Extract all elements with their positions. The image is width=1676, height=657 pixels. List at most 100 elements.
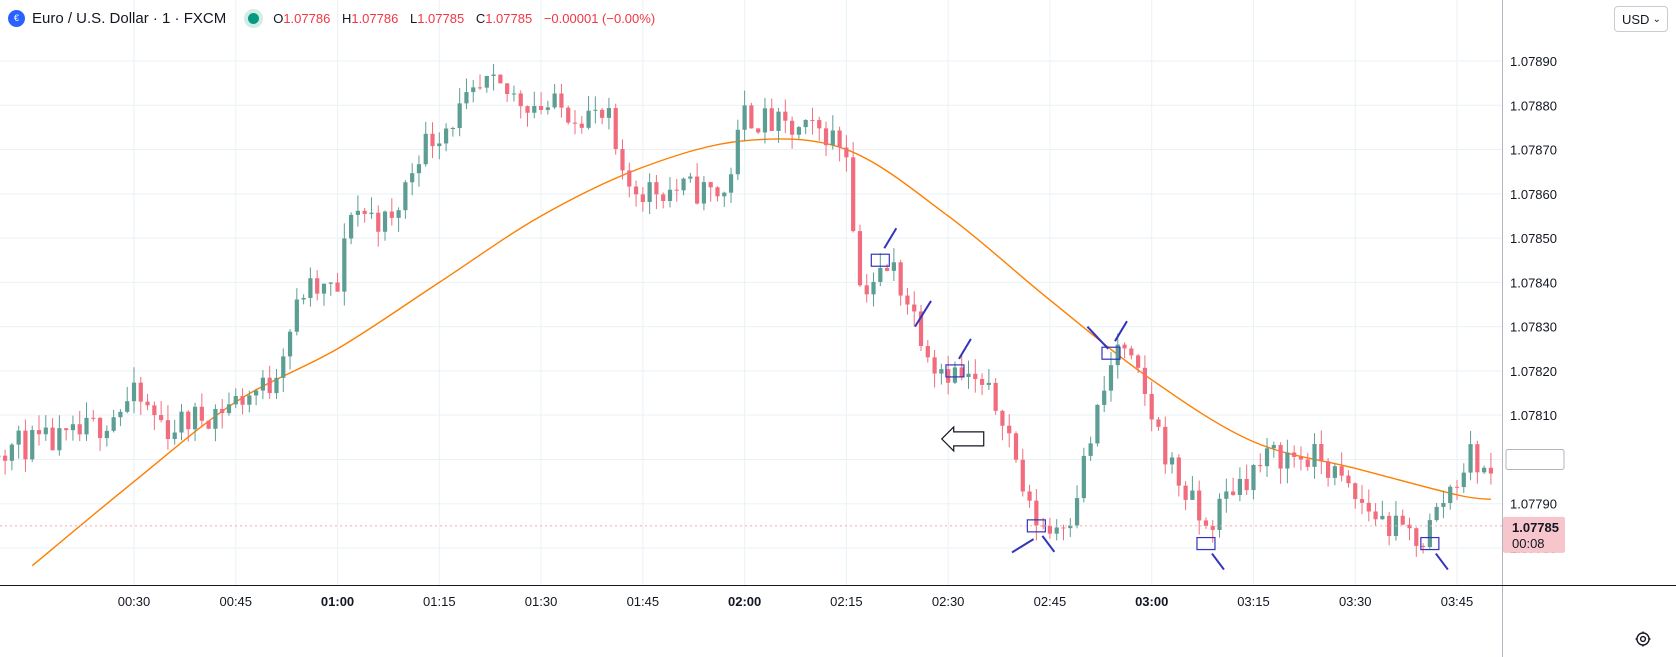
candle-body (1468, 444, 1473, 473)
candle-body (301, 297, 306, 300)
candle-body (959, 367, 964, 377)
candle-body (1251, 465, 1256, 491)
candle-body (220, 408, 225, 414)
candle-body (851, 157, 856, 232)
candle-body (1136, 355, 1141, 368)
chart-settings-button[interactable] (1632, 628, 1654, 650)
candle-body (355, 210, 360, 215)
candle-body (654, 182, 659, 195)
bar-countdown: 00:08 (1512, 536, 1545, 551)
candle-body (1203, 520, 1209, 527)
candle-body (1149, 393, 1154, 420)
y-tick-label: 1.07840 (1510, 275, 1557, 290)
candle-body (898, 262, 903, 296)
candle-body (966, 373, 971, 377)
candle-body (457, 103, 462, 129)
candle-body (566, 107, 571, 123)
candle-body (1244, 478, 1249, 491)
symbol-title[interactable]: Euro / U.S. Dollar · 1 · FXCM (32, 9, 227, 27)
currency-select[interactable]: USD ⌄ (1614, 6, 1668, 32)
annotation-stroke (1041, 535, 1056, 553)
candle-body (294, 299, 299, 332)
x-tick-label: 03:45 (1441, 594, 1474, 609)
candle-body (932, 357, 937, 374)
candle-body (708, 182, 713, 188)
candle-body (423, 133, 428, 165)
symbol-legend: € Euro / U.S. Dollar · 1 · FXCM O1.07786… (8, 7, 655, 29)
candle-body (925, 345, 930, 358)
candle-body (477, 87, 483, 89)
candle-body (613, 108, 618, 150)
candle-body (30, 430, 35, 460)
candle-body (491, 74, 496, 76)
candle-body (823, 128, 829, 146)
candle-body (1224, 491, 1229, 499)
candle-body (674, 189, 679, 191)
candle-body (939, 369, 944, 374)
candle-body (1264, 448, 1270, 467)
candle-body (145, 401, 150, 406)
candle-body (946, 369, 951, 383)
candle-body (1054, 527, 1059, 534)
candle-body (125, 401, 130, 412)
candle-body (464, 92, 469, 104)
candle-body (1041, 525, 1046, 527)
price-level-label-box (1505, 448, 1565, 470)
x-tick-label: 01:45 (627, 594, 660, 609)
candle-body (620, 149, 625, 171)
candle-body (1115, 344, 1120, 366)
candle-body (335, 282, 340, 292)
annotation-box (1196, 536, 1216, 551)
chevron-down-icon: ⌄ (1652, 13, 1661, 25)
chart-grid (0, 0, 1502, 585)
gear-icon (1635, 631, 1651, 647)
candle-body (233, 396, 238, 405)
candle-body (864, 285, 869, 295)
candle-body (1183, 485, 1188, 500)
candle-body (884, 268, 890, 271)
candle-body (362, 210, 367, 214)
candle-body (274, 377, 279, 394)
candle-body (1034, 500, 1039, 526)
candle-body (172, 432, 177, 440)
candle-body (1332, 466, 1337, 478)
annotations-layer (870, 227, 1449, 571)
candle-body (1258, 465, 1263, 467)
y-tick-label: 1.07830 (1510, 320, 1557, 335)
currency-label: USD (1622, 11, 1650, 27)
candle-body (260, 377, 266, 391)
candle-body (1210, 526, 1215, 530)
candle-body (64, 428, 69, 431)
candle-body (627, 170, 632, 187)
annotation-stroke (958, 338, 972, 360)
candle-body (518, 93, 523, 107)
candle-body (1475, 444, 1480, 473)
candle-body (192, 406, 198, 430)
candle-body (104, 430, 109, 439)
candle-body (1237, 478, 1242, 495)
candle-body (369, 212, 374, 214)
candle-body (905, 295, 910, 305)
candle-body (830, 130, 835, 146)
market-status-icon (248, 12, 260, 24)
candle-body (606, 108, 612, 118)
candle-body (1339, 466, 1344, 476)
candle-body (1102, 390, 1107, 405)
candle-body (776, 111, 781, 131)
x-tick-label: 00:45 (219, 594, 252, 609)
candle-body (790, 120, 795, 135)
candle-body (1156, 419, 1161, 427)
low-value: 1.07785 (417, 10, 465, 26)
candle-body (131, 382, 137, 402)
candle-body (1278, 445, 1283, 469)
candle-body (1373, 511, 1378, 520)
candle-body (57, 428, 62, 451)
candle-body (376, 212, 381, 232)
symbol-flag-icon: € (8, 9, 25, 27)
candle-body (701, 182, 707, 204)
candle-body (321, 283, 327, 294)
candle-body (247, 395, 252, 405)
candle-body (450, 128, 455, 130)
candle-body (1129, 348, 1134, 356)
